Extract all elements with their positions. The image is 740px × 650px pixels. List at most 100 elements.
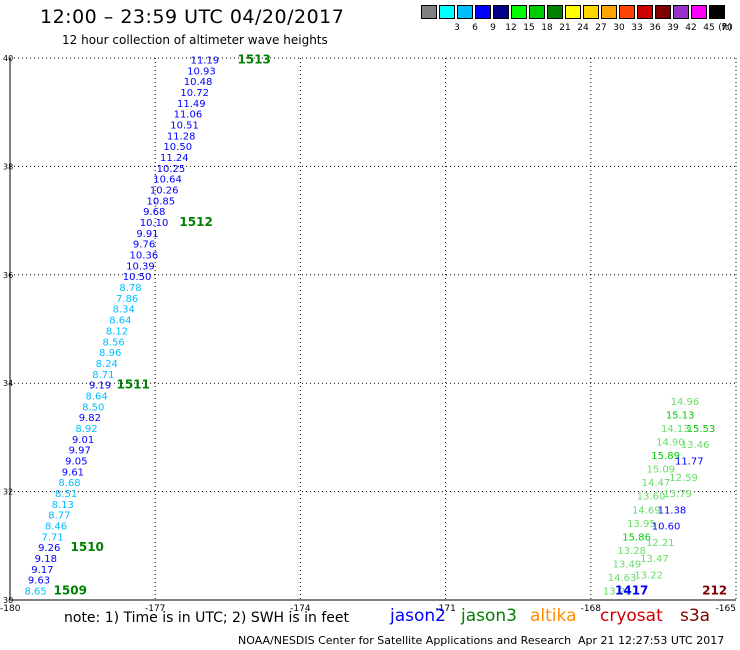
scale-label: 39	[667, 23, 679, 33]
scale-label: 27	[595, 23, 607, 33]
swh-value: 8.71	[92, 370, 114, 381]
scale-label: 18	[541, 23, 553, 33]
swh-value: 8.64	[109, 316, 131, 327]
time-label: 1417	[615, 584, 648, 598]
swh-value: 10.50	[123, 272, 152, 283]
legend-mission-cryosat: cryosat	[600, 606, 663, 626]
swh-value: 11.38	[658, 505, 687, 516]
x-tick-label: -180	[0, 604, 21, 614]
swh-value: 11.24	[160, 153, 189, 164]
swh-value: 10.36	[130, 251, 159, 262]
swh-value: 15.13	[666, 410, 695, 421]
swh-value: 8.51	[55, 489, 77, 500]
swh-value: 9.17	[31, 565, 53, 576]
swh-value: 8.12	[106, 326, 128, 337]
y-tick-label: 34	[3, 379, 13, 388]
swh-value: 13.47	[640, 554, 669, 565]
swh-value: 10.60	[652, 522, 681, 533]
swh-value: 13.46	[681, 440, 710, 451]
legend-mission-jason2: jason2	[390, 606, 446, 626]
scale-swatch	[583, 5, 599, 19]
x-tick-label: -168	[581, 604, 602, 614]
swh-value: 7.86	[116, 294, 138, 305]
swh-value: 14.90	[656, 438, 685, 449]
swh-value: 14.47	[642, 478, 671, 489]
swh-value: 10.93	[187, 66, 216, 77]
time-label: 1513	[237, 52, 270, 66]
time-label: 212	[702, 584, 727, 598]
scale-label: 15	[523, 23, 535, 33]
swh-value: 15.09	[646, 465, 675, 476]
points-layer: 8.659.639.179.189.267.718.468.778.138.51…	[25, 55, 716, 597]
scale-swatch	[619, 5, 635, 19]
swh-value: 9.26	[38, 543, 60, 554]
scale-swatch	[655, 5, 671, 19]
swh-value: 14.63	[608, 573, 637, 584]
swh-value: 13.79	[663, 489, 692, 500]
swh-value: 8.64	[86, 391, 108, 402]
swh-value: 11.19	[191, 55, 220, 66]
swh-value: 9.01	[72, 435, 94, 446]
time-label: 1509	[54, 584, 87, 598]
y-tick-label: 30	[3, 596, 13, 605]
swh-value: 10.10	[140, 218, 169, 229]
y-tick-label: 38	[3, 162, 13, 171]
scale-swatch	[709, 5, 725, 19]
swh-value: 8.92	[75, 424, 97, 435]
scale-label: 6	[472, 23, 478, 33]
swh-value: 8.68	[58, 478, 80, 489]
x-tick-label: -165	[716, 604, 736, 614]
swh-value: 10.85	[146, 196, 175, 207]
y-tick-label: 36	[3, 271, 13, 280]
x-tick-label: -177	[145, 604, 165, 614]
swh-value: 10.72	[180, 88, 209, 99]
scale-label: 42	[685, 23, 697, 33]
scale-label: 21	[559, 23, 571, 33]
time-label: 1510	[71, 540, 104, 554]
scale-swatch	[529, 5, 545, 19]
swh-value: 8.77	[48, 511, 70, 522]
time-label: 1511	[116, 378, 149, 392]
scale-label: 70	[721, 23, 733, 33]
scale-label: 9	[490, 23, 496, 33]
swh-value: 11.28	[167, 131, 196, 142]
credit-text: NOAA/NESDIS Center for Satellite Applica…	[238, 634, 572, 647]
swh-value: 13.28	[617, 546, 646, 557]
swh-value: 10.25	[157, 164, 186, 175]
swh-value: 13.25	[603, 587, 632, 598]
swh-value: 9.91	[136, 229, 158, 240]
swh-value: 7.71	[41, 532, 63, 543]
y-tick-label: 32	[3, 488, 13, 497]
scale-swatch	[457, 5, 473, 19]
grid-layer	[10, 57, 737, 600]
swh-value: 9.18	[35, 554, 57, 565]
scale-label: 36	[649, 23, 661, 33]
swh-value: 14.13	[661, 424, 690, 435]
scale-label: 33	[631, 23, 643, 33]
scale-swatch	[493, 5, 509, 19]
y-tick-label: 40	[3, 54, 13, 63]
scale-unit: (ft)	[718, 23, 732, 33]
swh-value: 8.96	[99, 348, 121, 359]
swh-value: 9.05	[65, 457, 87, 468]
swh-value: 8.46	[45, 522, 67, 533]
swh-value: 9.68	[143, 207, 165, 218]
scale-label: 3	[454, 23, 460, 33]
scale-swatch	[601, 5, 617, 19]
swh-value: 15.53	[687, 424, 716, 435]
swh-value: 9.97	[69, 446, 91, 457]
legend-mission-s3a: s3a	[680, 606, 711, 626]
altimeter-map: -180 -177 -174 -171 -168 -165 30 32 34 36 38 40 8.6…	[0, 52, 737, 614]
swh-value: 8.65	[25, 587, 47, 598]
swh-value: 10.50	[163, 142, 192, 153]
swh-value: 10.48	[184, 77, 213, 88]
swh-value: 10.64	[153, 175, 182, 186]
generation-timestamp: Apr 21 12:27:53 UTC 2017	[578, 634, 725, 647]
swh-value: 10.39	[126, 261, 155, 272]
swh-value: 11.77	[675, 457, 704, 468]
scale-label: 24	[577, 23, 589, 33]
swh-value: 8.34	[113, 305, 135, 316]
swh-value: 14.96	[671, 397, 700, 408]
scale-swatch	[691, 5, 707, 19]
x-tick-label: -174	[290, 604, 311, 614]
